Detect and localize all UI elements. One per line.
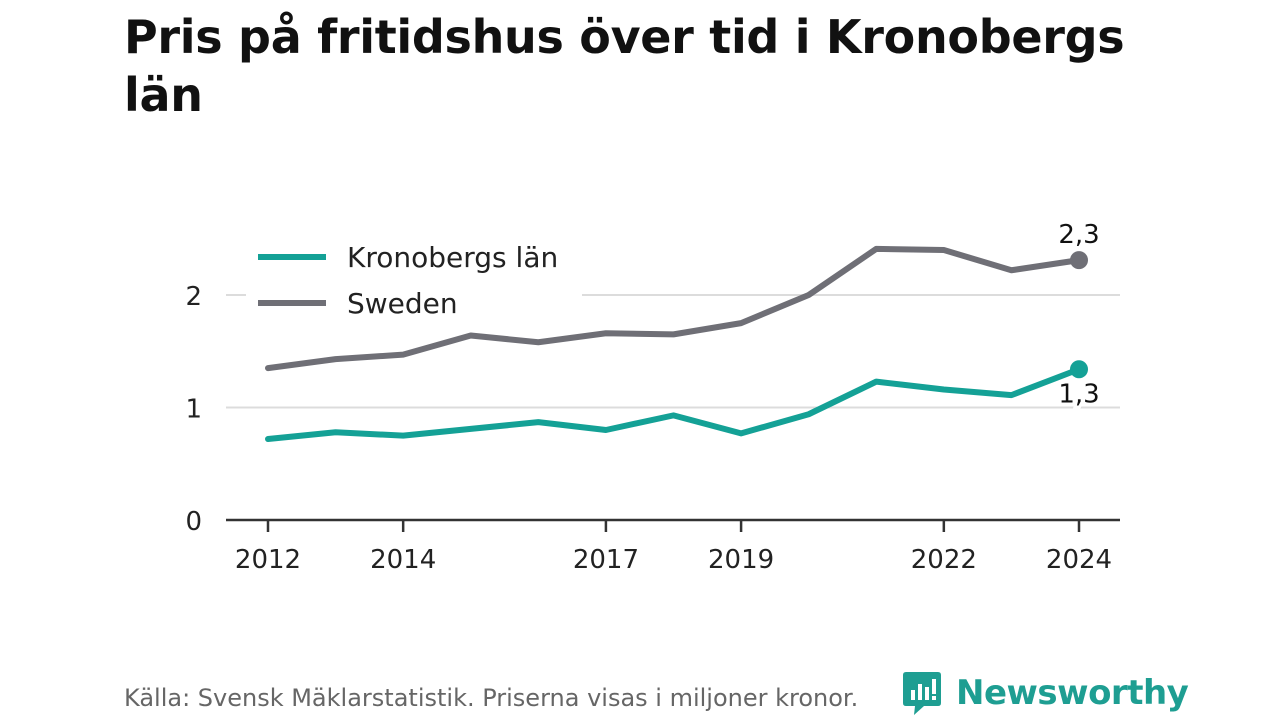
newsworthy-logo-icon (903, 672, 941, 715)
series-line-0 (265, 366, 1082, 442)
legend: Kronobergs län Sweden (246, 235, 582, 323)
end-label-0: 1,3 (1058, 379, 1099, 409)
x-tick-label-2012: 2012 (235, 545, 301, 575)
brand-name: Newsworthy (956, 673, 1189, 713)
x-tick-label-2019: 2019 (708, 545, 774, 575)
chart-title: Pris på fritidshus över tid i Kronobergs… (124, 10, 1125, 122)
legend-label-0: Kronobergs län (347, 241, 558, 274)
x-axis: 2012 2014 2017 2019 2022 2024 (226, 518, 1120, 575)
y-tick-label-0: 0 (185, 507, 202, 537)
end-point-0 (1070, 360, 1088, 379)
end-labels: 1,3 2,3 (1055, 217, 1102, 412)
end-point-1 (1070, 251, 1088, 270)
y-tick-label-2: 2 (185, 282, 202, 312)
y-tick-label-1: 1 (185, 395, 202, 425)
series-lines (265, 245, 1088, 442)
x-tick-label-2017: 2017 (573, 545, 639, 575)
series-line-1 (265, 245, 1082, 372)
brand-logo[interactable]: Newsworthy (902, 670, 1189, 716)
end-label-1: 2,3 (1058, 220, 1099, 250)
x-tick-label-2024: 2024 (1046, 545, 1112, 575)
x-tick-label-2014: 2014 (370, 545, 436, 575)
legend-label-1: Sweden (347, 287, 458, 320)
source-note: Källa: Svensk Mäklarstatistik. Priserna … (124, 684, 859, 712)
x-tick-label-2022: 2022 (911, 545, 977, 575)
